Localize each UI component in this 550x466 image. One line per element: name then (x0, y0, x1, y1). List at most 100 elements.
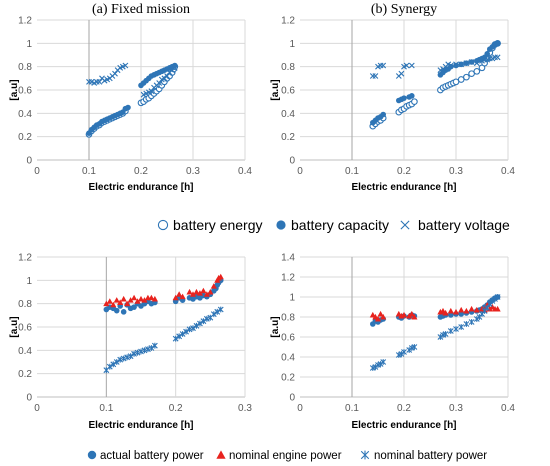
legend-label: battery energy (173, 217, 263, 233)
data-point (196, 290, 204, 296)
legend-label: nominal engine power (229, 450, 342, 462)
series-battery-voltage (86, 62, 178, 98)
y-tick-label: 0.8 (18, 299, 32, 310)
data-point (380, 111, 387, 118)
x-tick-label: 0.2 (397, 166, 411, 177)
y-tick-label: 0.4 (18, 346, 32, 357)
data-point (458, 306, 465, 313)
y-tick-label: 0.8 (281, 313, 295, 324)
y-tick-label: 1 (289, 293, 295, 304)
data-point (156, 80, 163, 86)
data-point (193, 288, 200, 295)
chart-panel-4: 0 0.2 0.4 0.6 0.8 1 1.2 1.4 0 0.1 0.2 0.3 0.4 Electri… (270, 253, 515, 432)
legend-marker-triangle (216, 450, 226, 459)
y-tick-label: 0 (289, 393, 295, 404)
y-tick-label: 1.2 (281, 16, 295, 27)
y-tick-label: 0.4 (281, 353, 295, 364)
y-tick-label: 0.4 (281, 109, 295, 120)
x-axis-label: Electric endurance [h] (351, 420, 456, 431)
data-point (203, 315, 210, 322)
data-point (468, 319, 475, 325)
data-point (494, 54, 501, 61)
data-point (217, 273, 224, 280)
x-tick-label: 0.4 (238, 166, 252, 177)
data-point (494, 305, 501, 312)
x-tick-label: 0.2 (134, 166, 148, 177)
data-point (494, 40, 501, 47)
x-tick-label: 0.4 (501, 403, 515, 414)
y-tick-label: 1.2 (18, 16, 32, 27)
y-tick-label: 1.2 (281, 273, 295, 284)
data-point (463, 321, 470, 327)
data-point (120, 355, 127, 362)
data-point (179, 293, 186, 300)
data-point (398, 70, 405, 77)
data-point (473, 60, 480, 67)
data-point (401, 349, 407, 355)
data-point (463, 60, 470, 67)
y-tick-label: 0.6 (18, 86, 32, 97)
data-point (473, 306, 480, 313)
x-tick-label: 0 (34, 166, 40, 177)
x-tick-label: 0.3 (449, 166, 463, 177)
x-tick-label: 0.4 (501, 166, 515, 177)
data-point (409, 93, 415, 99)
data-point (452, 308, 460, 315)
data-point (176, 291, 183, 297)
data-point (203, 291, 210, 297)
y-tick-label: 0 (289, 156, 295, 167)
y-tick-label: 0 (26, 393, 32, 404)
x-tick-label: 0 (297, 403, 303, 414)
x-tick-label: 0 (297, 166, 303, 177)
data-point (458, 61, 465, 68)
data-point (411, 98, 418, 106)
data-point (106, 363, 113, 370)
x-tick-label: 0.1 (345, 166, 359, 177)
series-nominal-battery-power (369, 294, 501, 371)
data-point (124, 300, 131, 307)
y-tick-label: 1 (289, 39, 295, 50)
data-point (377, 310, 384, 317)
data-point (112, 70, 118, 77)
x-axis-label: Electric endurance [h] (351, 182, 456, 193)
legend-top: battery energy battery capacity battery vo… (157, 217, 510, 233)
y-tick-label: 1.4 (281, 253, 295, 264)
data-point (151, 295, 158, 302)
data-point (145, 346, 151, 353)
chart-panel-2: (b) Synergy 0 0.2 0.4 0.6 0.8 1 1.2 0 0.1 0.2 0.3 0.… (270, 2, 515, 193)
chart-title: (b) Synergy (371, 2, 437, 17)
data-point (453, 62, 459, 69)
y-tick-label: 0.2 (281, 132, 295, 143)
data-point (453, 326, 459, 332)
data-point (148, 294, 155, 301)
y-axis-label: [a.u] (270, 316, 281, 337)
data-point (210, 283, 217, 289)
data-point (458, 324, 465, 330)
data-point (120, 309, 127, 315)
data-point (200, 287, 207, 294)
data-point (374, 315, 382, 322)
data-point (214, 308, 221, 315)
y-axis-label: [a.u] (270, 79, 281, 100)
y-tick-label: 0.8 (281, 62, 295, 73)
data-point (110, 301, 117, 308)
data-point (494, 294, 501, 300)
data-point (200, 318, 207, 325)
data-point (106, 298, 113, 304)
data-point (134, 298, 141, 304)
y-tick-label: 1.2 (18, 253, 32, 264)
data-point (96, 78, 103, 85)
data-point (124, 354, 131, 361)
data-point (117, 356, 124, 363)
data-point (148, 88, 155, 95)
data-point (210, 311, 217, 318)
data-point (113, 359, 120, 365)
series-battery-capacity (370, 40, 501, 126)
data-point (186, 288, 193, 295)
data-point (127, 353, 134, 360)
data-point (411, 344, 418, 350)
series-nominal-battery-power (103, 306, 224, 374)
data-point (463, 73, 470, 81)
data-point (179, 331, 186, 337)
